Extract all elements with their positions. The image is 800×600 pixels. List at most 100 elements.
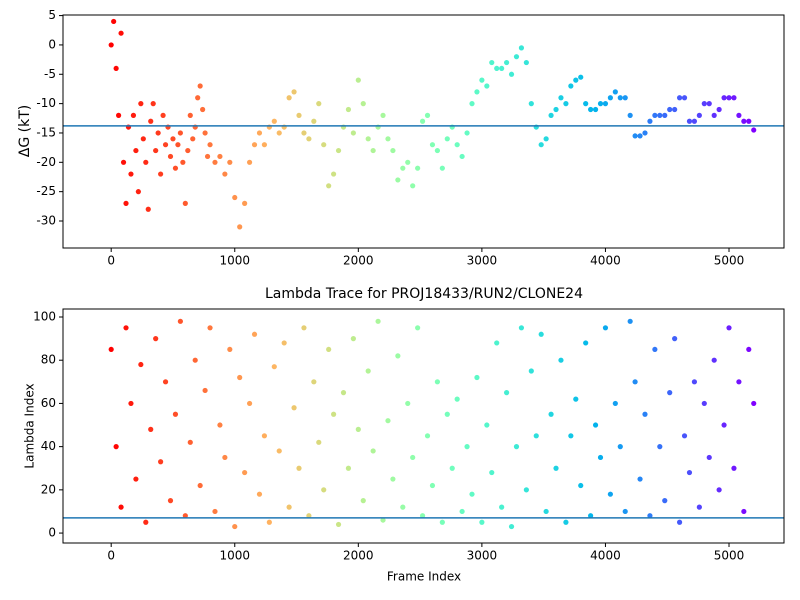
- point: [602, 101, 609, 107]
- point: [360, 101, 366, 107]
- point: [316, 439, 322, 445]
- point: [311, 118, 317, 124]
- point: [479, 519, 485, 525]
- point: [148, 426, 154, 432]
- point: [686, 469, 693, 476]
- point: [242, 200, 248, 206]
- point: [162, 379, 169, 385]
- y-tick-label: -25: [36, 184, 56, 198]
- point: [370, 147, 376, 154]
- point: [212, 508, 218, 515]
- point: [160, 112, 166, 118]
- point: [286, 95, 292, 101]
- point: [736, 379, 742, 385]
- point: [261, 142, 268, 148]
- point: [617, 95, 623, 101]
- point: [538, 331, 544, 337]
- point: [573, 77, 579, 83]
- point: [185, 147, 191, 154]
- y-tick-label: -30: [36, 214, 56, 228]
- point: [746, 118, 752, 124]
- y-tick-label: 0: [48, 37, 56, 51]
- point: [484, 83, 490, 89]
- point: [701, 101, 707, 107]
- y-tick-label: 80: [41, 353, 56, 367]
- point: [588, 106, 594, 113]
- point: [365, 136, 371, 142]
- point: [513, 444, 520, 450]
- point: [642, 411, 648, 417]
- point: [138, 361, 144, 368]
- point: [662, 498, 668, 504]
- point: [662, 112, 668, 118]
- point: [355, 77, 361, 83]
- point: [558, 95, 564, 101]
- point: [202, 387, 208, 394]
- point: [237, 224, 243, 230]
- point: [177, 318, 183, 324]
- point: [133, 476, 139, 482]
- point: [597, 101, 604, 107]
- point: [242, 469, 248, 476]
- point: [518, 45, 525, 51]
- point: [592, 106, 599, 113]
- point: [197, 83, 203, 89]
- point: [192, 357, 198, 363]
- point: [751, 127, 757, 133]
- point: [222, 171, 228, 177]
- point: [518, 325, 525, 331]
- point: [726, 325, 732, 331]
- point: [617, 444, 623, 450]
- y-tick-label: 5: [48, 8, 56, 22]
- point: [237, 374, 243, 381]
- point: [350, 130, 356, 136]
- point: [335, 521, 342, 528]
- point: [150, 101, 156, 107]
- point: [113, 65, 119, 72]
- point: [415, 325, 421, 331]
- point: [246, 400, 253, 407]
- point: [711, 112, 717, 118]
- point: [172, 411, 179, 417]
- point: [153, 147, 159, 154]
- point: [204, 153, 211, 160]
- y-tick-label: 40: [41, 439, 56, 453]
- point: [167, 153, 174, 160]
- point: [676, 519, 683, 525]
- point: [578, 74, 584, 80]
- point: [439, 519, 445, 525]
- point: [652, 112, 658, 118]
- point: [286, 504, 292, 510]
- point: [405, 400, 411, 407]
- point: [454, 396, 460, 402]
- point: [553, 465, 559, 471]
- point: [681, 95, 688, 101]
- point: [686, 118, 693, 124]
- point: [390, 147, 396, 154]
- point: [627, 318, 633, 324]
- point: [400, 504, 406, 510]
- point: [612, 89, 618, 95]
- point: [390, 476, 396, 482]
- point: [331, 171, 337, 177]
- point: [326, 346, 332, 353]
- point: [281, 340, 287, 346]
- point: [508, 523, 515, 530]
- point: [207, 325, 213, 331]
- point: [276, 448, 282, 454]
- x-tick-label: 3000: [467, 254, 498, 268]
- point: [167, 498, 174, 504]
- point: [528, 101, 534, 107]
- point: [256, 130, 263, 136]
- point: [454, 142, 460, 148]
- point: [543, 136, 549, 142]
- point: [143, 519, 149, 525]
- point: [741, 508, 747, 515]
- point: [419, 118, 426, 124]
- point: [513, 54, 520, 60]
- point: [563, 101, 569, 107]
- point: [385, 418, 391, 424]
- point: [444, 136, 450, 142]
- point: [583, 101, 589, 107]
